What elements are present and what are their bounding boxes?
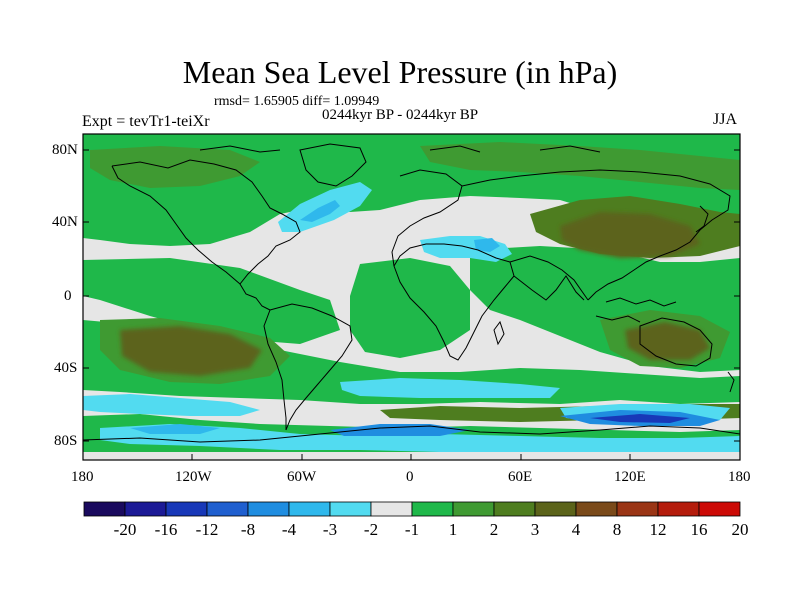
colorbar-swatch <box>411 501 454 517</box>
lat-label-80n: 80N <box>52 142 78 158</box>
colorbar-swatch <box>165 501 208 517</box>
colorbar-tick-label: -4 <box>281 520 297 539</box>
brown-southeast-pacific <box>120 326 262 376</box>
lon-label-60w: 60W <box>287 469 317 485</box>
colorbar-tick-label: 3 <box>530 520 540 539</box>
lat-label-40n: 40N <box>52 214 78 230</box>
colorbar-tick-label: -8 <box>240 520 256 539</box>
colorbar <box>83 501 741 517</box>
colorbar-swatch <box>657 501 700 517</box>
colorbar-tick-label: -16 <box>154 520 178 539</box>
lon-label-180w: 180 <box>71 469 94 485</box>
colorbar-swatch <box>534 501 577 517</box>
pressure-field <box>83 134 740 460</box>
colorbar-tick-label: -3 <box>322 520 338 539</box>
colorbar-swatch <box>247 501 290 517</box>
colorbar-tick-label: -20 <box>113 520 137 539</box>
green-southern-band <box>83 320 740 404</box>
colorbar-tick-label: -12 <box>195 520 219 539</box>
lat-label-80s: 80S <box>54 433 78 449</box>
green-pacific-tropics <box>83 258 340 344</box>
blue-antarctic-west <box>130 424 220 434</box>
colorbar-tick-label: 4 <box>571 520 581 539</box>
colorbar-swatch <box>83 501 126 517</box>
colorbar-swatch <box>124 501 167 517</box>
colorbar-swatch <box>370 501 413 517</box>
colorbar-swatch <box>452 501 495 517</box>
period-subtitle: 0244kyr BP - 0244kyr BP <box>322 107 479 123</box>
colorbar-tick-label: -2 <box>363 520 379 539</box>
colorbar-swatch <box>493 501 536 517</box>
cyan-antarctic-coast <box>100 424 740 454</box>
cyan-southern-ocean-a <box>340 378 560 398</box>
rmsd-diff-stats: rmsd= 1.65905 diff= 1.09949 <box>214 94 380 109</box>
colorbar-swatch <box>698 501 741 517</box>
axis-ticks <box>82 149 741 460</box>
colorbar-swatch <box>329 501 372 517</box>
brown-asia-core <box>560 212 700 258</box>
experiment-label: Expt = tevTr1-teiXr <box>82 113 210 130</box>
plot-title: Mean Sea Level Pressure (in hPa) <box>182 54 618 90</box>
lon-label-180e: 180 <box>728 469 751 485</box>
lat-label-40s: 40S <box>54 360 78 376</box>
cyan-southern-ocean-west <box>83 394 260 416</box>
blue-north-atlantic <box>300 200 340 222</box>
colorbar-tick-label: 12 <box>649 520 667 539</box>
colorbar-tick-label: 16 <box>690 520 708 539</box>
colorbar-tick-label: 1 <box>448 520 458 539</box>
lon-label-120w: 120W <box>175 469 212 485</box>
brown-australia <box>625 322 710 360</box>
lon-label-120e: 120E <box>614 469 646 485</box>
colorbar-swatch <box>288 501 331 517</box>
olive-arctic-east <box>420 142 740 190</box>
colorbar-swatch <box>206 501 249 517</box>
colorbar-swatch <box>616 501 659 517</box>
colorbar-tick-label: 8 <box>612 520 622 539</box>
colorbar-tick-label: 20 <box>731 520 749 539</box>
lat-label-0: 0 <box>64 288 72 304</box>
colorbar-swatch <box>575 501 618 517</box>
lon-label-0: 0 <box>406 469 414 485</box>
season-label: JJA <box>713 111 738 128</box>
colorbar-tick-label: 2 <box>489 520 499 539</box>
colorbar-tick-label: -1 <box>404 520 420 539</box>
olive-north-pacific <box>90 146 260 188</box>
blue-middle-east <box>474 238 500 252</box>
lon-label-60e: 60E <box>508 469 533 485</box>
darkblue-antarctic-east <box>590 414 690 423</box>
coastlines <box>83 143 740 443</box>
